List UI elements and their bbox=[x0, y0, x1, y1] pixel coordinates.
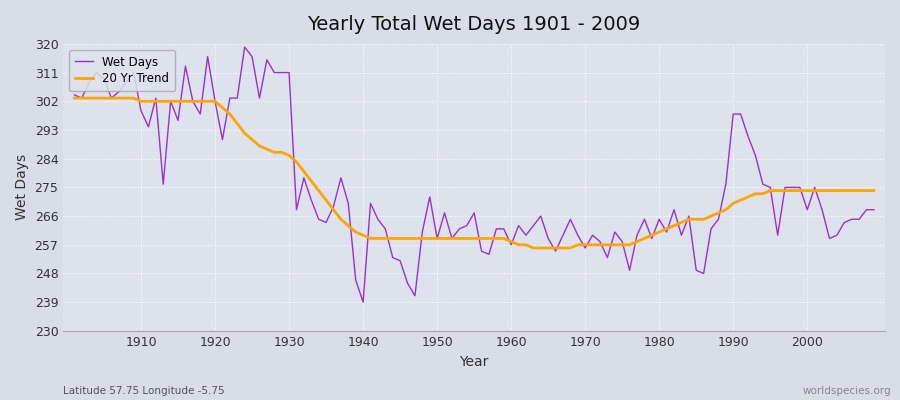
Wet Days bbox=[343, 201, 354, 206]
20 Yr Trend bbox=[499, 236, 509, 241]
Wet Days bbox=[513, 223, 524, 228]
Wet Days bbox=[128, 70, 139, 75]
Y-axis label: Wet Days: Wet Days bbox=[15, 154, 29, 220]
20 Yr Trend bbox=[506, 239, 517, 244]
X-axis label: Year: Year bbox=[460, 355, 489, 369]
Wet Days bbox=[609, 230, 620, 234]
Wet Days bbox=[357, 300, 368, 304]
Wet Days bbox=[520, 233, 531, 238]
20 Yr Trend bbox=[868, 188, 879, 193]
Wet Days bbox=[299, 176, 310, 180]
Wet Days bbox=[239, 45, 250, 50]
Text: worldspecies.org: worldspecies.org bbox=[803, 386, 891, 396]
Line: 20 Yr Trend: 20 Yr Trend bbox=[75, 98, 874, 248]
20 Yr Trend bbox=[528, 246, 539, 250]
20 Yr Trend bbox=[291, 160, 302, 164]
Title: Yearly Total Wet Days 1901 - 2009: Yearly Total Wet Days 1901 - 2009 bbox=[308, 15, 641, 34]
Text: Latitude 57.75 Longitude -5.75: Latitude 57.75 Longitude -5.75 bbox=[63, 386, 225, 396]
20 Yr Trend bbox=[69, 96, 80, 100]
20 Yr Trend bbox=[128, 96, 139, 100]
Wet Days bbox=[69, 92, 80, 97]
Line: Wet Days: Wet Days bbox=[75, 47, 874, 302]
Wet Days bbox=[868, 207, 879, 212]
20 Yr Trend bbox=[602, 242, 613, 247]
Legend: Wet Days, 20 Yr Trend: Wet Days, 20 Yr Trend bbox=[69, 50, 176, 91]
20 Yr Trend bbox=[336, 217, 346, 222]
